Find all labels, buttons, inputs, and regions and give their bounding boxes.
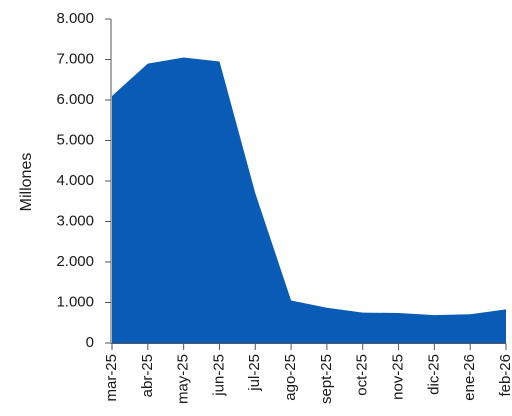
y-tick-label: 0 bbox=[86, 334, 94, 351]
x-tick-label: ene-26 bbox=[461, 354, 478, 401]
y-tick-label: 3.000 bbox=[56, 212, 94, 229]
y-tick-label: 4.000 bbox=[56, 172, 94, 189]
x-tick-label: jul-25 bbox=[246, 354, 263, 392]
x-tick-label: oct-25 bbox=[354, 354, 371, 396]
x-tick-label: abr-25 bbox=[139, 354, 156, 397]
plot-area: 0 1.000 2.000 3.000 4.000 5.000 6.000 7.000 8.00… bbox=[56, 10, 512, 404]
x-tick-label: may-25 bbox=[175, 354, 192, 404]
y-tick-label: 7.000 bbox=[56, 50, 94, 67]
y-tick-label: 2.000 bbox=[56, 253, 94, 270]
x-tick-label: feb-26 bbox=[497, 354, 512, 397]
y-tick-label: 8.000 bbox=[56, 10, 94, 27]
x-tick-label: mar-25 bbox=[103, 354, 120, 402]
y-tick-label: 1.000 bbox=[56, 293, 94, 310]
x-tick-label: jun-25 bbox=[210, 354, 227, 397]
y-tick-label: 5.000 bbox=[56, 131, 94, 148]
x-tick-label: nov-25 bbox=[390, 354, 407, 400]
x-tick-label: sept-25 bbox=[318, 354, 335, 404]
y-axis-title: Millones bbox=[18, 153, 35, 212]
x-tick-label: ago-25 bbox=[282, 354, 299, 401]
x-tick-label: dic-25 bbox=[425, 354, 442, 395]
y-tick-label: 6.000 bbox=[56, 91, 94, 108]
area-series bbox=[112, 57, 506, 343]
